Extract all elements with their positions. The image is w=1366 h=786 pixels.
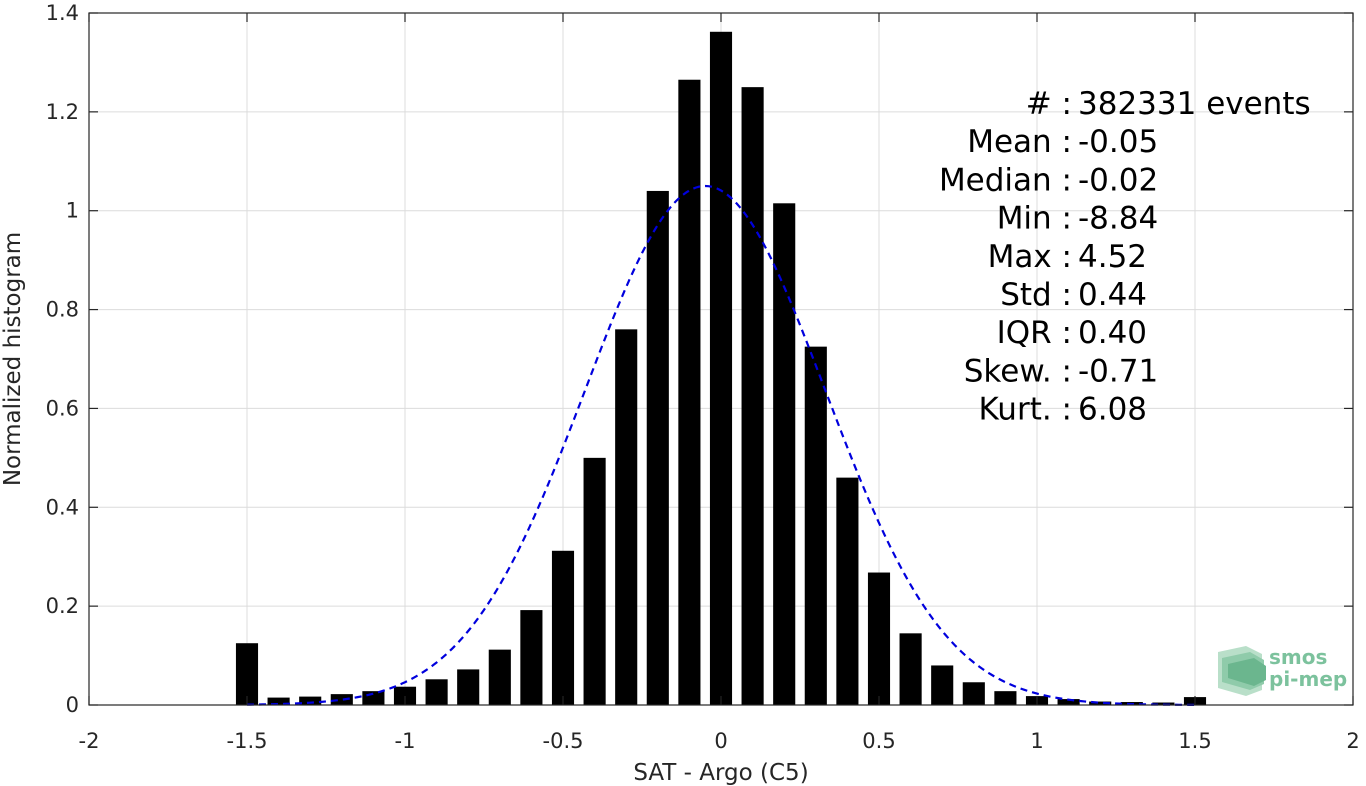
histogram-bar	[646, 190, 669, 705]
histogram-bar	[457, 669, 480, 705]
histogram-bar	[1089, 701, 1112, 705]
stat-label: # :	[1026, 86, 1072, 122]
stat-value: -0.05	[1078, 124, 1158, 160]
stat-value: -0.02	[1078, 162, 1158, 198]
logo-text-line1: smos	[1269, 645, 1327, 669]
histogram-bar	[836, 477, 859, 705]
logo-mark-icon	[1218, 646, 1266, 696]
histogram-bar	[899, 633, 922, 705]
y-tick-label: 1.4	[46, 1, 79, 25]
x-tick-label: 0	[714, 729, 727, 753]
stat-value: 382331 events	[1078, 86, 1311, 122]
x-tick-label: -1.5	[227, 729, 268, 753]
histogram-bar	[773, 203, 796, 706]
stat-value: 4.52	[1078, 239, 1147, 275]
histogram-bar	[994, 691, 1017, 705]
stat-label: Kurt. :	[979, 392, 1072, 428]
x-tick-label: 2	[1346, 729, 1359, 753]
normal-fit-curve	[246, 184, 1196, 706]
histogram-bar	[583, 457, 606, 705]
histogram-bar	[709, 31, 733, 706]
stat-label: Max :	[988, 239, 1072, 275]
x-tick-label: -0.5	[543, 729, 584, 753]
histogram-bar	[267, 697, 290, 705]
histogram-bar	[804, 346, 827, 705]
logo-text-line2: pi-mep	[1269, 667, 1347, 691]
x-tick-label: 1	[1030, 729, 1043, 753]
histogram-bar	[362, 691, 385, 705]
y-tick-label: 0.6	[46, 396, 79, 420]
histogram-bar	[962, 682, 985, 705]
axis-tick-labels: -2 -1.5 -1 -0.5 0 0.5 1 1.5 2 0 0.2 0.4 0.6 0.8 1 1.2 1.…	[46, 1, 1360, 753]
histogram-bar	[551, 550, 575, 705]
stat-label: IQR :	[997, 315, 1072, 351]
stat-label: Min :	[997, 201, 1072, 237]
histogram-bar	[330, 694, 353, 705]
stat-value: 0.44	[1078, 277, 1147, 313]
smos-pimep-logo: smos pi-mep	[1218, 645, 1347, 696]
y-tick-label: 0.8	[46, 298, 79, 322]
histogram-bar	[931, 665, 954, 705]
stat-value: -8.84	[1078, 201, 1158, 237]
stat-value: -0.71	[1078, 353, 1158, 389]
histogram-bar	[488, 649, 511, 705]
x-tick-label: -2	[79, 729, 100, 753]
histogram-bar	[520, 610, 543, 705]
histogram-bar	[615, 329, 638, 705]
stat-value: 6.08	[1078, 392, 1147, 428]
y-tick-label: 1	[66, 199, 79, 223]
x-tick-label: 0.5	[862, 729, 895, 753]
histogram-bar	[867, 572, 891, 705]
histogram-bar	[235, 643, 259, 705]
histogram-bar	[741, 87, 764, 705]
stat-value: 0.40	[1078, 315, 1147, 351]
histogram-bar	[393, 686, 417, 705]
axis-ticks	[88, 12, 1354, 706]
stat-label: Mean :	[967, 124, 1072, 160]
bars	[235, 31, 1207, 706]
histogram-bar	[1057, 699, 1080, 705]
y-tick-label: 0	[66, 693, 79, 717]
x-tick-label: 1.5	[1178, 729, 1211, 753]
stat-label: Std :	[1000, 277, 1072, 313]
histogram-bar	[425, 679, 448, 705]
y-tick-label: 0.4	[46, 495, 79, 519]
stat-label: Skew. :	[964, 353, 1072, 389]
y-tick-label: 0.2	[46, 594, 79, 618]
y-axis-label: Normalized histogram	[0, 232, 26, 486]
x-tick-label: -1	[395, 729, 416, 753]
stat-label: Median :	[939, 162, 1072, 198]
y-tick-label: 1.2	[46, 100, 79, 124]
x-axis-label: SAT - Argo (C5)	[633, 760, 808, 786]
histogram-bar	[299, 696, 322, 705]
histogram-bar	[678, 79, 701, 705]
